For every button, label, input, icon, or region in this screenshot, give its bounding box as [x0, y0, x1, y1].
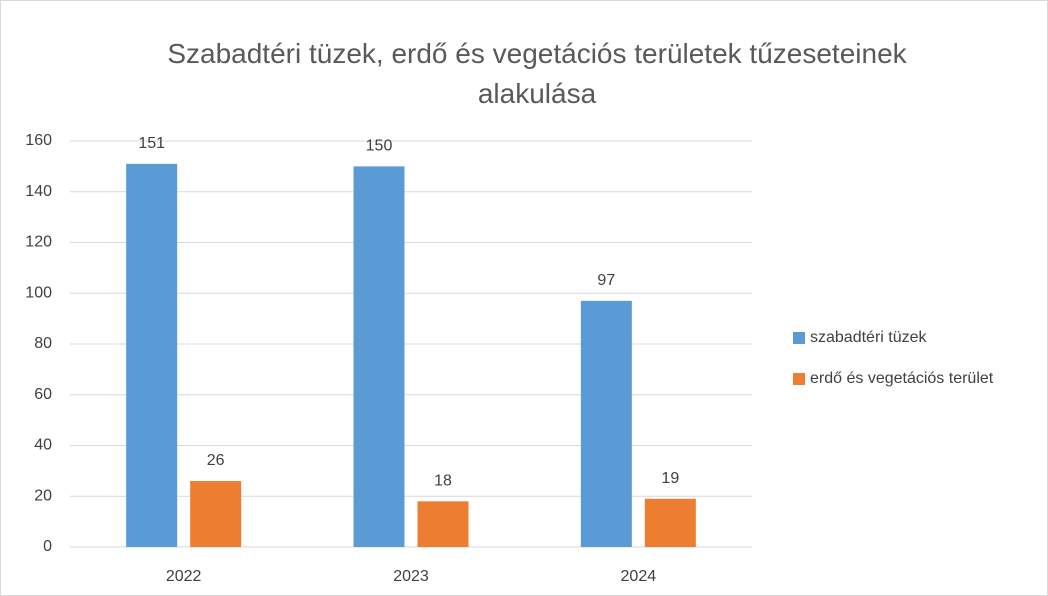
y-tick-label: 140 [25, 183, 52, 200]
legend-swatch [793, 332, 805, 344]
y-tick-label: 160 [25, 132, 52, 149]
bar [580, 300, 632, 547]
data-label: 97 [597, 272, 615, 289]
y-tick-label: 80 [34, 335, 52, 352]
x-tick-label: 2022 [166, 568, 202, 585]
y-tick-label: 0 [43, 538, 52, 555]
legend-label: szabadtéri tüzek [810, 329, 928, 346]
y-tick-label: 60 [34, 386, 52, 403]
bar [190, 481, 242, 547]
data-label: 19 [661, 470, 679, 487]
legend-swatch [793, 373, 805, 385]
y-tick-label: 20 [34, 487, 52, 504]
x-tick-label: 2024 [621, 568, 657, 585]
legend-label: erdő és vegetációs terület [810, 370, 994, 387]
chart-title: Szabadtéri tüzek, erdő és vegetációs ter… [167, 38, 907, 109]
data-label: 150 [366, 138, 393, 155]
data-label: 26 [207, 452, 225, 469]
y-tick-label: 40 [34, 437, 52, 454]
data-label: 18 [434, 473, 452, 490]
data-label: 151 [138, 135, 165, 152]
x-tick-label: 2023 [393, 568, 429, 585]
bar [417, 501, 469, 547]
y-tick-label: 100 [25, 284, 52, 301]
bar [126, 163, 178, 547]
bar [353, 166, 405, 547]
y-tick-label: 120 [25, 234, 52, 251]
bar [644, 498, 696, 547]
